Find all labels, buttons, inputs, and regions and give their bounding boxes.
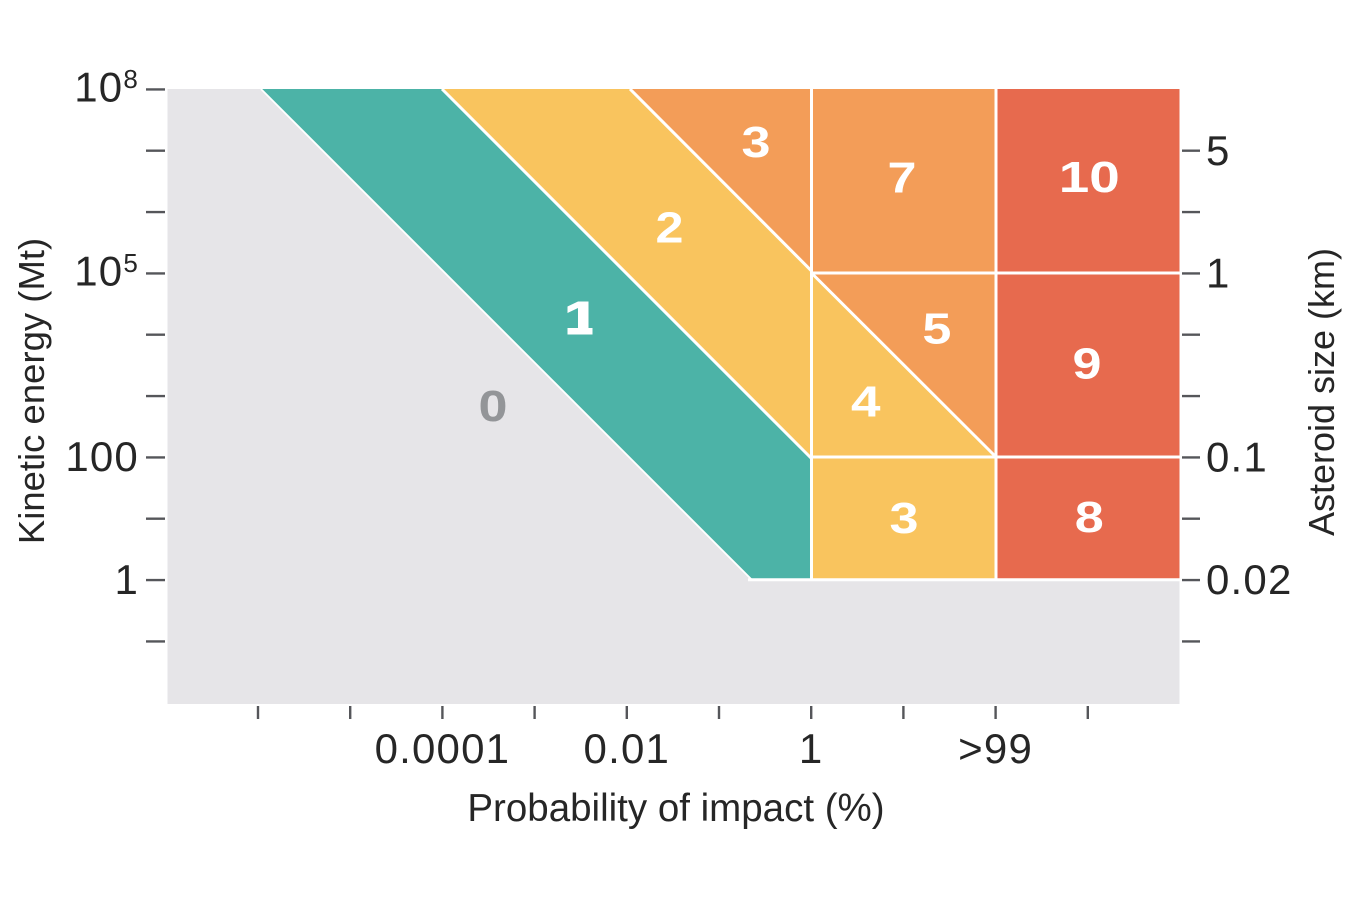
svg-text:Kinetic energy (Mt): Kinetic energy (Mt) bbox=[11, 238, 52, 544]
svg-text:8: 8 bbox=[1075, 493, 1104, 542]
svg-text:2: 2 bbox=[656, 203, 684, 252]
svg-text:0.02: 0.02 bbox=[1206, 556, 1293, 603]
svg-text:0: 0 bbox=[479, 382, 508, 431]
svg-text:10: 10 bbox=[1059, 153, 1120, 202]
svg-text:0.1: 0.1 bbox=[1206, 434, 1268, 481]
svg-text:4: 4 bbox=[851, 378, 881, 427]
svg-text:0.0001: 0.0001 bbox=[375, 725, 511, 772]
svg-text:100: 100 bbox=[65, 433, 139, 480]
svg-text:9: 9 bbox=[1073, 339, 1102, 388]
svg-text:108: 108 bbox=[74, 64, 139, 111]
svg-text:105: 105 bbox=[74, 248, 139, 295]
svg-text:1: 1 bbox=[114, 556, 139, 603]
svg-text:Asteroid size (km): Asteroid size (km) bbox=[1301, 248, 1342, 536]
svg-text:3: 3 bbox=[742, 118, 771, 167]
svg-text:1: 1 bbox=[799, 725, 824, 772]
svg-text:7: 7 bbox=[888, 153, 917, 202]
svg-text:5: 5 bbox=[922, 305, 951, 354]
svg-text:Probability of impact (%): Probability of impact (%) bbox=[467, 787, 884, 830]
svg-text:1: 1 bbox=[1206, 250, 1231, 297]
svg-text:5: 5 bbox=[1206, 127, 1231, 174]
svg-text:3: 3 bbox=[890, 494, 919, 543]
svg-text:>99: >99 bbox=[958, 725, 1033, 772]
svg-text:0.01: 0.01 bbox=[584, 725, 671, 772]
